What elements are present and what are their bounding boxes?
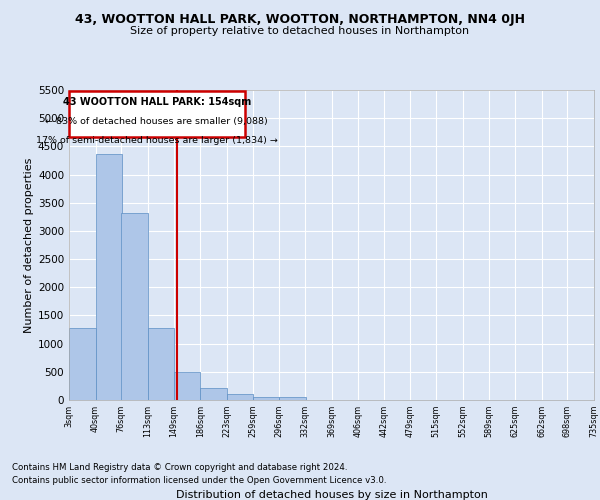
Text: Size of property relative to detached houses in Northampton: Size of property relative to detached ho… — [130, 26, 470, 36]
Bar — [148, 328, 175, 400]
Text: ← 83% of detached houses are smaller (9,088): ← 83% of detached houses are smaller (9,… — [46, 117, 268, 126]
Bar — [95, 154, 122, 400]
Text: Contains HM Land Registry data © Crown copyright and database right 2024.: Contains HM Land Registry data © Crown c… — [12, 464, 347, 472]
Text: 43, WOOTTON HALL PARK, WOOTTON, NORTHAMPTON, NN4 0JH: 43, WOOTTON HALL PARK, WOOTTON, NORTHAMP… — [75, 12, 525, 26]
Bar — [174, 372, 200, 400]
Text: Contains public sector information licensed under the Open Government Licence v3: Contains public sector information licen… — [12, 476, 386, 485]
Text: 43 WOOTTON HALL PARK: 154sqm: 43 WOOTTON HALL PARK: 154sqm — [63, 97, 251, 107]
Bar — [227, 394, 253, 400]
X-axis label: Distribution of detached houses by size in Northampton: Distribution of detached houses by size … — [176, 490, 487, 500]
FancyBboxPatch shape — [69, 90, 245, 137]
Bar — [69, 328, 95, 400]
Bar — [121, 213, 148, 400]
Y-axis label: Number of detached properties: Number of detached properties — [24, 158, 34, 332]
Bar — [279, 397, 305, 400]
Bar — [253, 396, 279, 400]
Text: 17% of semi-detached houses are larger (1,834) →: 17% of semi-detached houses are larger (… — [36, 136, 278, 145]
Bar — [200, 388, 227, 400]
